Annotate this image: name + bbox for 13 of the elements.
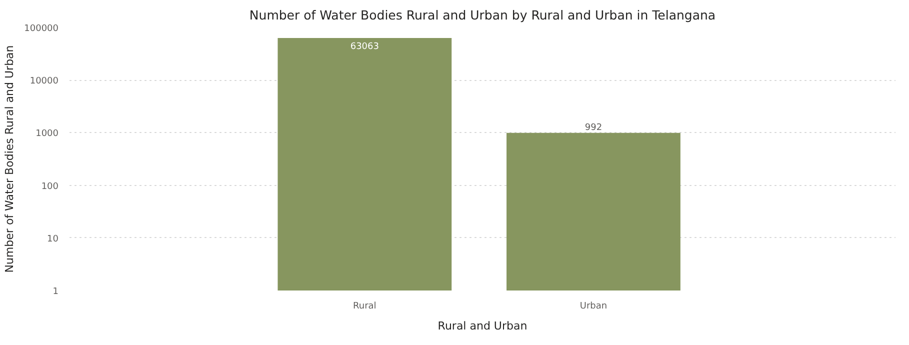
y-tick-label: 10 <box>47 234 59 244</box>
y-tick-label: 100 <box>41 182 59 192</box>
chart-title: Number of Water Bodies Rural and Urban by Rural and Urban in Telangana <box>249 8 716 22</box>
x-tick-label: Rural <box>353 302 376 312</box>
data-label: 63063 <box>350 42 379 52</box>
y-tick-label: 100000 <box>24 24 59 34</box>
y-tick-label: 1 <box>52 287 59 297</box>
y-axis-title: Number of Water Bodies Rural and Urban <box>3 45 16 273</box>
data-label: 992 <box>584 122 602 133</box>
y-tick-label: 1000 <box>36 129 59 140</box>
x-tick-label: Urban <box>580 302 608 312</box>
y-tick-label: 10000 <box>30 76 59 87</box>
x-axis-title: Rural and Urban <box>438 320 528 332</box>
